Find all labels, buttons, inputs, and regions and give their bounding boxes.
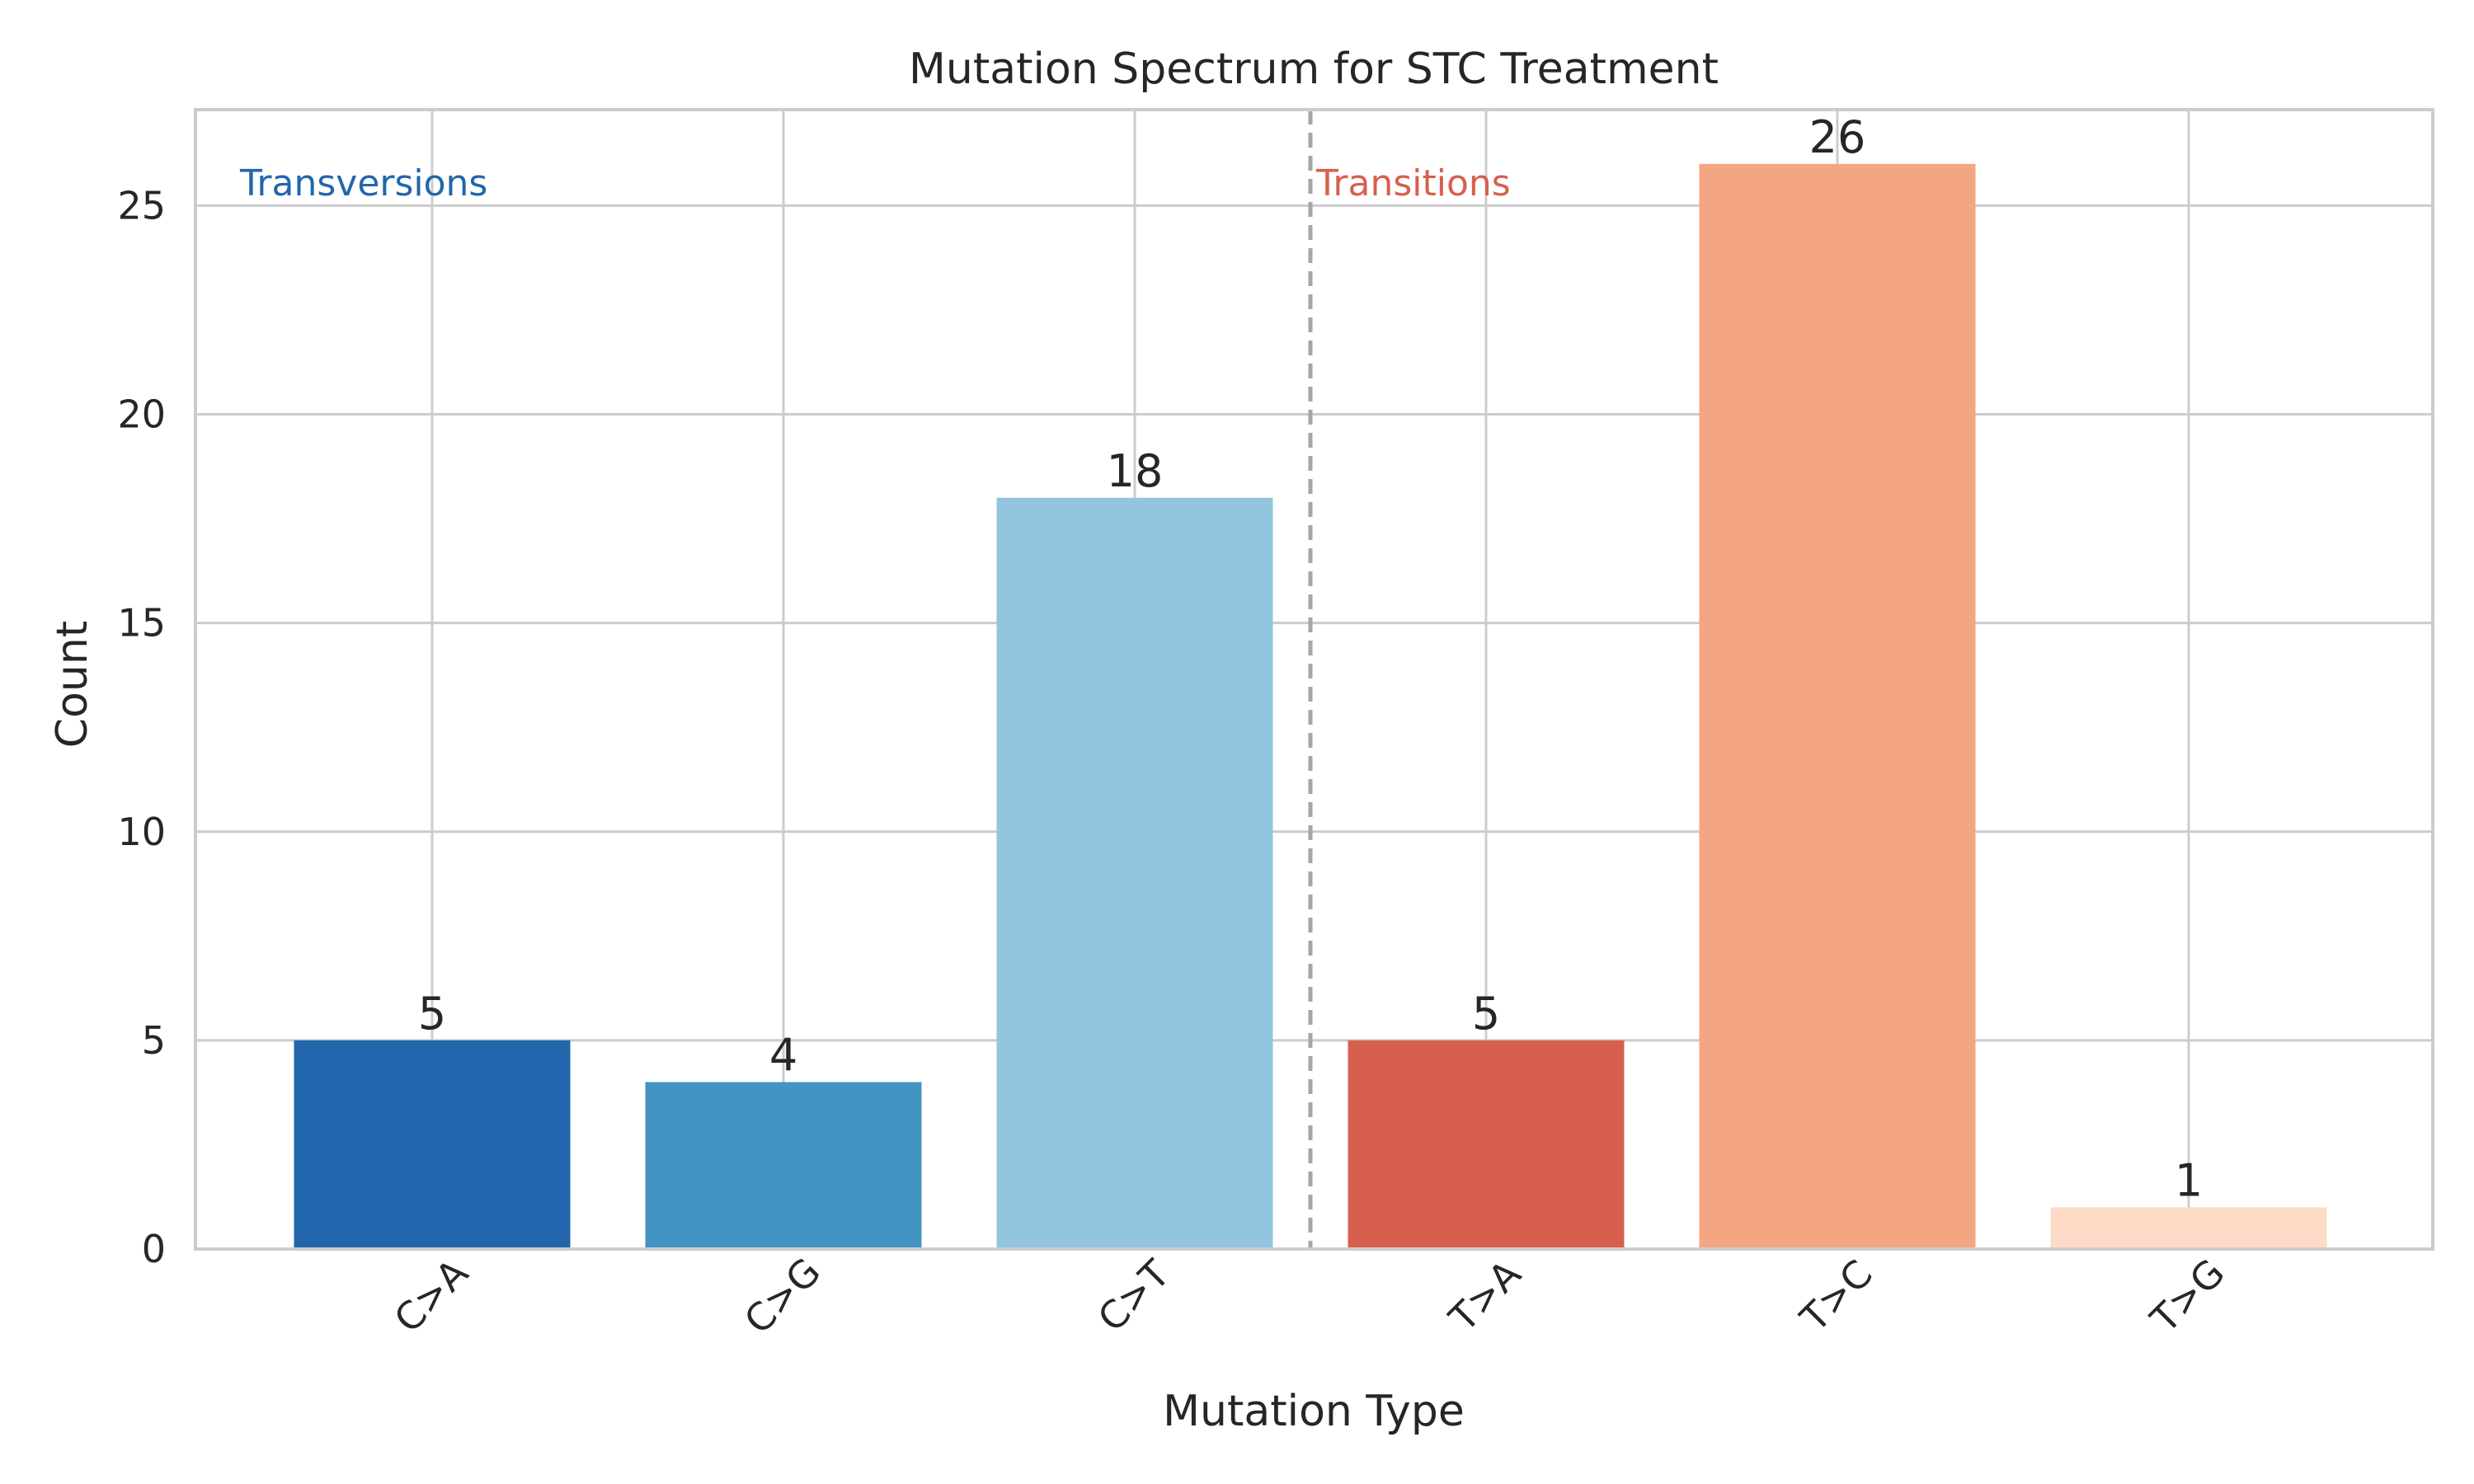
- bars: [294, 163, 2327, 1249]
- plot-frame: [194, 108, 2434, 1251]
- y-axis-label: Count: [48, 621, 97, 748]
- y-tick-label: 5: [142, 1018, 166, 1063]
- y-tick-label: 20: [117, 392, 166, 437]
- bar-value-label: 1: [2175, 1154, 2203, 1206]
- y-tick-label: 25: [117, 183, 166, 228]
- x-axis-label: Mutation Type: [1163, 1387, 1465, 1436]
- bar-value-label: 5: [418, 988, 446, 1040]
- y-tick-label: 15: [117, 601, 166, 646]
- bar-C-to-T: [996, 497, 1273, 1249]
- bar-value-label: 18: [1107, 445, 1164, 497]
- y-tick-labels: 0 5 10 15 20 25: [117, 183, 166, 1271]
- bar-value-label: 26: [1809, 111, 1866, 163]
- y-tick-label: 0: [142, 1227, 166, 1271]
- transversions-label: Transversions: [239, 162, 487, 204]
- bar-C-to-G: [645, 1082, 922, 1249]
- bar-T-to-C: [1699, 163, 1976, 1249]
- bar-value-label: 5: [1472, 988, 1500, 1040]
- bar-T-to-G: [2050, 1207, 2327, 1249]
- axes-frame: [194, 108, 2434, 1251]
- bar-C-to-A: [294, 1040, 571, 1249]
- bar-value-labels: 5 4 18 5 26 1: [418, 111, 2203, 1207]
- bar-T-to-A: [1348, 1040, 1625, 1249]
- transitions-label: Transitions: [1315, 162, 1511, 204]
- y-tick-label: 10: [117, 810, 166, 854]
- bar-value-label: 4: [769, 1030, 797, 1082]
- chart-title: Mutation Spectrum for STC Treatment: [909, 45, 1719, 94]
